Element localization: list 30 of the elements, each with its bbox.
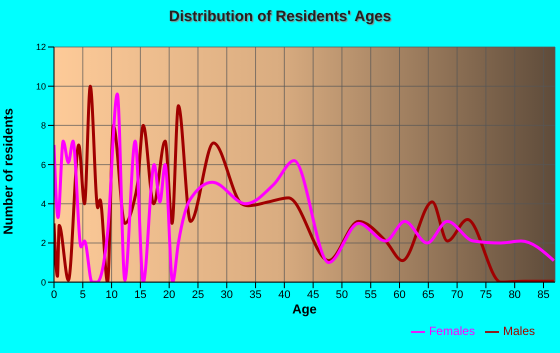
x-axis-title: Age [292,301,317,316]
y-tick-label: 10 [36,81,46,92]
y-axis-title: Number of residents [0,108,16,235]
chart-title: Distribution of Residents' Ages [168,8,392,25]
x-tick-label: 5 [80,288,86,301]
x-tick-label: 20 [163,288,176,301]
legend-label: Females [428,324,475,338]
x-tick-label: 65 [422,288,434,301]
x-tick-label: 0 [50,288,58,301]
x-tick-label: 55 [364,288,377,301]
x-tick-label: 50 [336,288,348,301]
legend-label: Males [502,324,535,338]
x-tick-label: 80 [508,288,521,301]
x-tick-label: 60 [393,288,406,301]
x-tick-label: 30 [220,288,233,301]
y-tick-label: 12 [36,42,46,52]
x-tick-label: 35 [249,288,262,301]
x-tick-label: 45 [307,288,320,301]
y-tick-label: 4 [40,198,46,209]
x-tick-label: 40 [278,288,290,301]
x-tick-label: 10 [105,288,118,301]
y-tick-label: 8 [40,120,46,131]
x-tick-label: 25 [192,288,204,301]
y-tick-label: 2 [40,238,46,248]
x-tick-label: 70 [450,288,464,301]
y-tick-label: 0 [40,277,46,288]
x-tick-label: 15 [134,288,147,301]
y-tick-label: 6 [40,160,46,170]
x-tick-label: 85 [537,288,550,301]
x-tick-label: 75 [480,288,492,301]
